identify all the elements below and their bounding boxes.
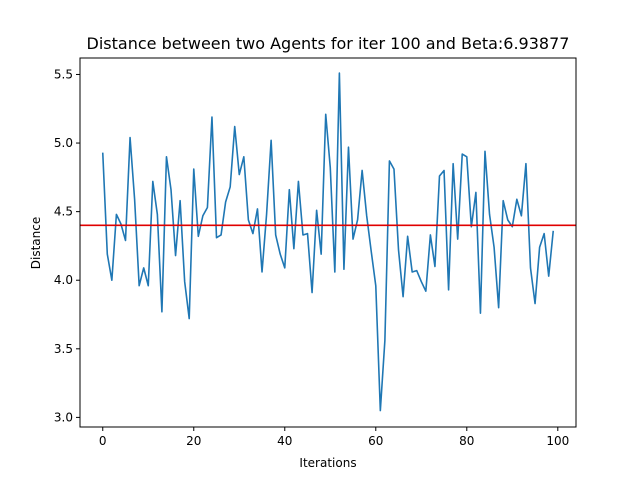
y-tick-label: 4.5 [54, 205, 73, 219]
chart-title: Distance between two Agents for iter 100… [87, 34, 570, 53]
series-line-distance [101, 72, 555, 412]
y-tick-label: 4.0 [54, 273, 73, 287]
y-tick-label: 3.0 [54, 410, 73, 424]
x-tick-label: 100 [546, 434, 569, 448]
y-tick-label: 5.5 [54, 67, 73, 81]
x-tick-label: 80 [459, 434, 474, 448]
y-axis-label: Distance [29, 217, 43, 269]
y-axis: 3.0 3.5 4.0 4.5 5.0 5.5 [54, 67, 80, 424]
x-axis-label: Iterations [299, 456, 356, 470]
plot-frame [79, 57, 577, 428]
x-tick-label: 40 [277, 434, 292, 448]
x-tick-label: 0 [99, 434, 107, 448]
x-axis: 0 20 40 60 80 100 [99, 427, 569, 448]
y-tick-label: 5.0 [54, 136, 73, 150]
y-tick-label: 3.5 [54, 342, 73, 356]
x-tick-label: 20 [186, 434, 201, 448]
x-tick-label: 60 [368, 434, 383, 448]
